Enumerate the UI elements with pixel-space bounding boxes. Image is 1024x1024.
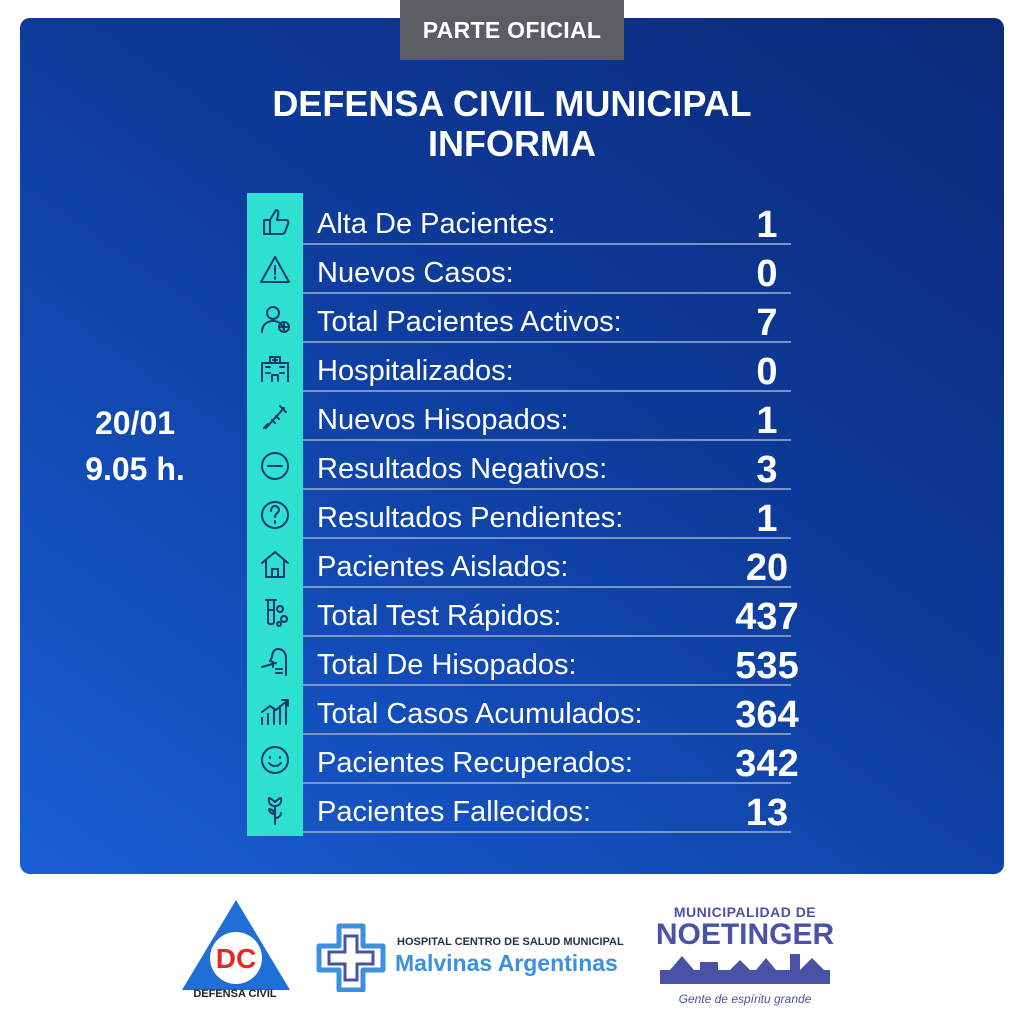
stat-value: 364 — [735, 694, 799, 736]
stat-label: Total Pacientes Activos: — [317, 306, 622, 338]
row-divider — [303, 292, 791, 294]
footer-logos: DC DEFENSA CIVIL HOSPITAL CENTRO DE SALU… — [0, 880, 1024, 1024]
stat-value: 1 — [756, 498, 778, 540]
nasal-swab-icon — [247, 637, 303, 686]
title-line-2: INFORMA — [428, 123, 596, 164]
row-divider — [303, 537, 791, 539]
stat-label: Total Test Rápidos: — [317, 600, 562, 632]
minus-circle-icon — [247, 441, 303, 490]
stat-label: Resultados Pendientes: — [317, 502, 624, 534]
stat-label: Nuevos Hisopados: — [317, 404, 569, 436]
title-line-1: DEFENSA CIVIL MUNICIPAL — [272, 83, 752, 124]
stat-row: Resultados Pendientes: 1 — [247, 490, 791, 540]
stat-row: Total Pacientes Activos: 7 — [247, 294, 791, 344]
thumbs-up-icon — [247, 196, 303, 245]
row-divider — [303, 831, 791, 833]
row-divider — [303, 586, 791, 588]
test-tube-icon — [247, 588, 303, 637]
report-panel — [20, 18, 1004, 874]
chart-up-icon — [247, 686, 303, 735]
stat-value: 0 — [756, 351, 778, 393]
date-time: 9.05 h. — [85, 451, 185, 487]
row-divider — [303, 341, 791, 343]
stat-label: Alta De Pacientes: — [317, 208, 556, 240]
stat-label: Pacientes Fallecidos: — [317, 796, 592, 828]
hospital-name-line-2: Malvinas Argentinas — [395, 950, 618, 976]
stat-row: Nuevos Hisopados: 1 — [247, 392, 791, 442]
stat-value: 437 — [735, 596, 799, 638]
patient-icon — [247, 294, 303, 343]
stat-value: 0 — [756, 253, 778, 295]
stat-label: Nuevos Casos: — [317, 257, 514, 289]
row-divider — [303, 782, 791, 784]
date-day: 20/01 — [94, 405, 176, 441]
stat-label: Pacientes Aislados: — [317, 551, 569, 583]
warning-icon — [247, 245, 303, 294]
municipality-line-2: NOETINGER — [655, 918, 835, 951]
stat-row: Hospitalizados: 0 — [247, 343, 791, 393]
row-divider — [303, 439, 791, 441]
dc-caption: DEFENSA CIVIL — [193, 988, 277, 1000]
stat-row: Nuevos Casos: 0 — [247, 245, 791, 295]
municipality-logo: MUNICIPALIDAD DE NOETINGER Gente de espí… — [655, 904, 835, 1014]
question-circle-icon — [247, 490, 303, 539]
row-divider — [303, 488, 791, 490]
row-divider — [303, 684, 791, 686]
stat-label: Resultados Negativos: — [317, 453, 608, 485]
row-divider — [303, 243, 791, 245]
dc-logo-letters: DC — [216, 943, 256, 974]
hospital-logo: HOSPITAL CENTRO DE SALUD MUNICIPAL Malvi… — [315, 922, 635, 993]
stat-value: 3 — [756, 449, 778, 491]
stat-label: Total Casos Acumulados: — [317, 698, 643, 730]
rose-icon — [247, 784, 303, 833]
row-divider — [303, 733, 791, 735]
stat-value: 342 — [735, 743, 799, 785]
stat-label: Total De Hisopados: — [317, 649, 577, 681]
stat-row: Alta De Pacientes: 1 — [247, 196, 791, 246]
stat-row: Resultados Negativos: 3 — [247, 441, 791, 491]
stat-row: Pacientes Aislados: 20 — [247, 539, 791, 589]
swab-icon — [247, 392, 303, 441]
official-tag: PARTE OFICIAL — [400, 0, 624, 60]
stat-label: Hospitalizados: — [317, 355, 514, 387]
row-divider — [303, 390, 791, 392]
hospital-cross-icon — [316, 923, 386, 993]
row-divider — [303, 635, 791, 637]
municipality-slogan: Gente de espíritu grande — [678, 992, 812, 1006]
stat-row: Total Casos Acumulados: 364 — [247, 686, 799, 736]
stat-value: 20 — [745, 547, 789, 589]
stat-row: Pacientes Fallecidos: 13 — [247, 784, 791, 834]
hospital-icon — [247, 343, 303, 392]
page-title: DEFENSA CIVIL MUNICIPAL INFORMA — [0, 84, 1024, 164]
stat-row: Pacientes Recuperados: 342 — [247, 735, 799, 785]
stat-value: 7 — [756, 302, 778, 344]
house-icon — [247, 539, 303, 588]
smile-icon — [247, 735, 303, 784]
stat-value: 1 — [756, 400, 778, 442]
stat-value: 13 — [745, 792, 789, 834]
stat-label: Pacientes Recuperados: — [317, 747, 633, 779]
hospital-name-line-1: HOSPITAL CENTRO DE SALUD MUNICIPAL — [397, 936, 624, 948]
stat-value: 535 — [735, 645, 799, 687]
town-skyline-icon — [660, 954, 830, 984]
stat-row: Total De Hisopados: 535 — [247, 637, 799, 687]
stat-row: Total Test Rápidos: 437 — [247, 588, 799, 638]
municipality-line-1: MUNICIPALIDAD DE — [673, 904, 817, 920]
stat-value: 1 — [756, 204, 778, 246]
defensa-civil-logo: DC — [182, 900, 290, 990]
report-date: 20/01 9.05 h. — [60, 400, 210, 492]
